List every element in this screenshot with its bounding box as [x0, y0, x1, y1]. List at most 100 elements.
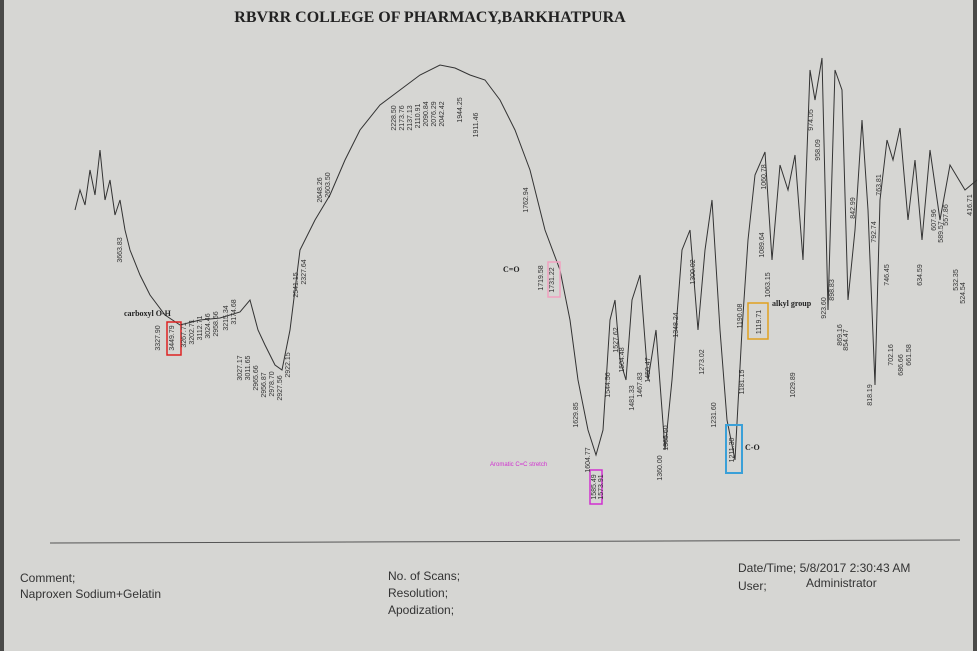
- peak-label: 2110.91: [415, 104, 422, 129]
- peak-label: 1300.02: [690, 259, 697, 284]
- peak-label: 1481.33: [629, 385, 636, 410]
- annotation: C=O: [503, 265, 520, 274]
- peak-label: 2603.50: [325, 172, 332, 197]
- peak-label: 1029.89: [790, 372, 797, 397]
- comment-label: Comment;: [20, 571, 75, 585]
- peak-label: 1762.94: [523, 187, 530, 212]
- peak-label: 2648.26: [317, 177, 324, 202]
- annotation: Aromatic C=C stretch: [490, 462, 547, 468]
- peak-label: 3011.65: [245, 356, 252, 381]
- peak-label: 3215.34: [223, 305, 230, 330]
- peak-label: 1060.78: [761, 164, 768, 189]
- annotation: alkyl group: [772, 299, 812, 308]
- spectrum: [74, 57, 977, 461]
- peak-label: 3024.46: [205, 313, 212, 338]
- peak-label: 2541.15: [293, 272, 300, 297]
- apodization: Apodization;: [388, 603, 454, 617]
- peak-label: 3449.79: [169, 325, 176, 350]
- peak-label: 974.05: [808, 109, 815, 131]
- annotation: C-O: [745, 443, 760, 452]
- peak-label: 634.59: [917, 264, 924, 286]
- title: RBVRR COLLEGE OF PHARMACY,BARKHATPURA: [234, 9, 626, 26]
- box-aromatic: [589, 469, 603, 505]
- box-c-o: [725, 424, 743, 474]
- peak-label: 2327.64: [301, 259, 308, 284]
- scans: No. of Scans;: [388, 569, 460, 583]
- peak-label: 1527.62: [613, 327, 620, 352]
- peak-label: 3663.83: [117, 237, 124, 262]
- peak-label: 1190.08: [737, 304, 744, 329]
- peak-label: 1731.22: [549, 267, 556, 292]
- peak-label: 1573.91: [598, 474, 605, 499]
- peak-label: 2173.76: [399, 105, 406, 130]
- paper: [4, 0, 973, 651]
- peak-label: 524.54: [960, 282, 967, 304]
- user-label: User;: [738, 579, 767, 593]
- peak-label: 792.74: [871, 221, 878, 243]
- peak-label: 1467.83: [637, 372, 644, 397]
- peak-label: 557.86: [943, 204, 950, 226]
- peak-label: 1089.64: [759, 232, 766, 257]
- peak-label: 2228.50: [391, 105, 398, 130]
- annotation: carboxyl O-H: [124, 309, 172, 318]
- date-time: Date/Time; 5/8/2017 2:30:43 AM: [738, 561, 910, 575]
- peak-label: 702.16: [888, 344, 895, 366]
- peak-label: 3327.90: [155, 325, 162, 350]
- comment: Naproxen Sodium+Gelatin: [20, 587, 161, 601]
- peak-label: 1719.58: [538, 265, 545, 290]
- peak-label: 3267.71: [181, 322, 188, 347]
- peak-label: 763.81: [876, 174, 883, 196]
- peak-label: 1365.60: [663, 425, 670, 450]
- resolution: Resolution;: [388, 586, 448, 600]
- peak-label: 2965.66: [253, 365, 260, 390]
- peak-label: 1944.25: [457, 97, 464, 122]
- peak-label: 3202.71: [189, 319, 196, 344]
- peak-labels: 3663.83 3327.90 3449.79 3267.71 3202.71 3112.…: [117, 97, 974, 499]
- peak-label: 1911.46: [473, 113, 480, 138]
- x-axis: [49, 539, 961, 544]
- peak-label: 589.57: [938, 221, 945, 243]
- peak-label: 2958.66: [213, 311, 220, 336]
- peak-label: 869.16: [837, 324, 844, 346]
- peak-label: 923.60: [821, 297, 828, 319]
- peak-label: 2090.84: [423, 101, 430, 126]
- peak-label: 1504.48: [619, 347, 626, 372]
- peak-label: 1585.49: [591, 474, 598, 499]
- peak-label: 1119.71: [756, 310, 763, 334]
- peak-label: 958.09: [815, 139, 822, 161]
- box-co: [547, 261, 561, 298]
- peak-label: 1231.60: [711, 402, 718, 427]
- peak-label: 1629.85: [573, 402, 580, 427]
- peak-label: 1211.30: [729, 438, 736, 463]
- peak-label: 3174.68: [231, 299, 238, 324]
- peak-label: 818.19: [867, 384, 874, 406]
- peak-label: 2922.15: [285, 352, 292, 377]
- peak-label: 2978.70: [269, 371, 276, 396]
- peak-label: 1604.77: [585, 447, 592, 472]
- peak-label: 1348.24: [673, 312, 680, 337]
- peak-label: 2076.29: [431, 101, 438, 126]
- peak-label: 3027.17: [237, 355, 244, 380]
- peak-label: 3112.71: [197, 316, 204, 341]
- peak-label: 842.99: [850, 197, 857, 219]
- peak-label: 854.47: [843, 329, 850, 351]
- peak-label: 532.35: [953, 269, 960, 291]
- box-alkyl: [747, 302, 769, 340]
- peak-label: 2137.13: [407, 105, 414, 130]
- peak-label: 2927.56: [277, 375, 284, 400]
- peak-label: 661.58: [906, 344, 913, 366]
- peak-label: 686.66: [898, 354, 905, 376]
- peak-label: 416.71: [967, 194, 974, 216]
- peak-label: 1063.15: [765, 272, 772, 297]
- peak-label: 607.96: [931, 209, 938, 231]
- peak-label: 2956.87: [261, 372, 268, 397]
- peak-label: 898.83: [829, 279, 836, 301]
- peak-label: 2042.42: [439, 101, 446, 126]
- peak-label: 1181.15: [739, 370, 746, 395]
- peak-label: 1360.00: [657, 455, 664, 480]
- peak-label: 1450.47: [645, 357, 652, 382]
- peak-label: 1544.56: [605, 372, 612, 397]
- peak-label: 1273.02: [699, 349, 706, 374]
- box-oh: [166, 321, 182, 356]
